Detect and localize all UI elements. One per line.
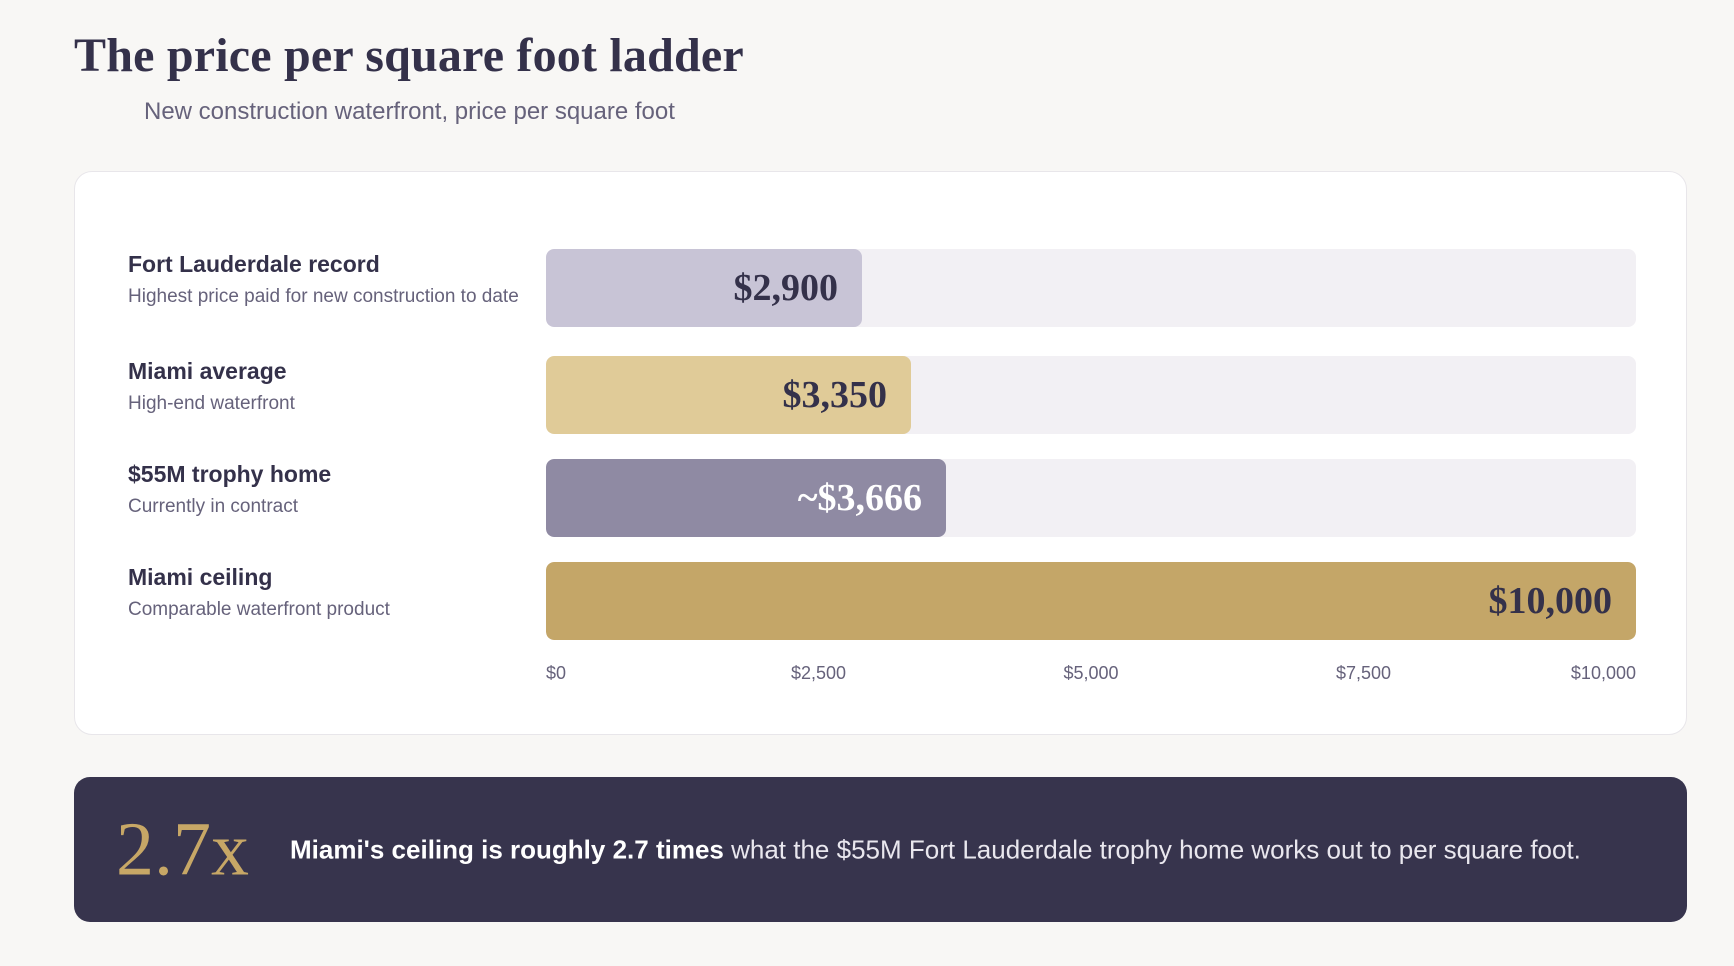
- bar: $2,900: [546, 249, 862, 327]
- category-description: Comparable waterfront product: [128, 599, 390, 620]
- category-description: Highest price paid for new construction …: [128, 286, 519, 307]
- callout-banner: 2.7x Miami's ceiling is roughly 2.7 time…: [74, 777, 1687, 922]
- bar-value-label: $2,900: [733, 267, 839, 309]
- bar-track: $3,350: [546, 356, 1636, 434]
- bar-value-label: $3,350: [782, 374, 888, 416]
- bar-row-label: $55M trophy home Currently in contract: [128, 459, 568, 520]
- category-label: Miami average: [128, 358, 287, 384]
- page-title: The price per square foot ladder: [74, 29, 744, 82]
- x-tick-label: $2,500: [790, 663, 847, 683]
- bar-row: $55M trophy home Currently in contract ~$3…: [75, 459, 1686, 537]
- category-label: $55M trophy home: [128, 461, 332, 487]
- x-tick-label: $10,000: [1570, 663, 1636, 683]
- bar-row: Fort Lauderdale record Highest price paid…: [75, 249, 1686, 327]
- page-subtitle: New construction waterfront, price per s…: [144, 98, 675, 125]
- bar-track: ~$3,666: [546, 459, 1636, 537]
- category-description: Currently in contract: [128, 496, 299, 517]
- bar-track: $2,900: [546, 249, 1636, 327]
- bar-value-label: ~$3,666: [797, 477, 922, 519]
- x-tick-label: $5,000: [1063, 663, 1119, 683]
- x-axis: $0 $2,500 $5,000 $7,500 $10,000: [546, 663, 1636, 693]
- chart-card: Fort Lauderdale record Highest price paid…: [74, 171, 1687, 735]
- bar-row-label: Miami ceiling Comparable waterfront produ…: [128, 562, 568, 623]
- bar: $10,000: [546, 562, 1636, 640]
- bar-row-label: Fort Lauderdale record Highest price paid…: [128, 249, 568, 310]
- bar-row: Miami ceiling Comparable waterfront produ…: [75, 562, 1686, 640]
- callout-rest-text: what the $55M Fort Lauderdale trophy hom…: [723, 834, 1581, 864]
- category-description: High-end waterfront: [128, 393, 295, 414]
- bar-value-label: $10,000: [1488, 580, 1613, 622]
- bar: $3,350: [546, 356, 911, 434]
- bar-track: $10,000: [546, 562, 1636, 640]
- bar-row-label: Miami average High-end waterfront: [128, 356, 568, 417]
- callout-text: Miami's ceiling is roughly 2.7 times wha…: [290, 834, 1581, 865]
- bar: ~$3,666: [546, 459, 946, 537]
- callout-strong-text: Miami's ceiling is roughly 2.7 times: [290, 834, 724, 864]
- category-label: Fort Lauderdale record: [128, 251, 380, 277]
- x-tick-label: $7,500: [1335, 663, 1392, 683]
- x-tick-label: $0: [546, 663, 567, 683]
- category-label: Miami ceiling: [128, 564, 273, 590]
- bar-row: Miami average High-end waterfront $3,350: [75, 356, 1686, 434]
- callout-multiplier: 2.7x: [116, 807, 249, 891]
